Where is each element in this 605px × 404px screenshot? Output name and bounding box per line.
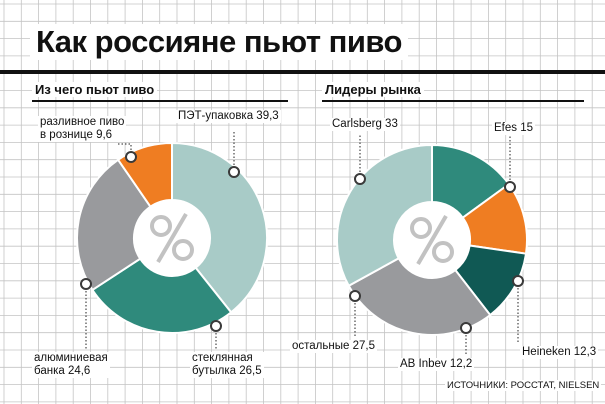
slice-label: Carlsberg 33 <box>330 118 400 131</box>
slice-label-line: банка 24,6 <box>34 365 91 377</box>
slice-пэт-упаковка <box>171 141 268 314</box>
slice-label-line: Heineken 12,3 <box>522 346 597 358</box>
slice-label-line: AB Inbev 12,2 <box>400 358 473 370</box>
slice-label: алюминиевая банка 24,6 <box>32 352 110 378</box>
slice-label-line: бутылка 26,5 <box>192 365 262 377</box>
slice-label-line: ПЭТ-упаковка 39,3 <box>178 110 279 122</box>
leader-dot <box>80 278 92 290</box>
leader-dot <box>460 322 472 334</box>
slice-label: остальные 27,5 <box>290 340 377 353</box>
slice-label-line: Efes 15 <box>494 122 533 134</box>
leader-dot <box>354 173 366 185</box>
slice-label: стеклянная бутылка 26,5 <box>190 352 264 378</box>
page-title: Как россияне пьют пиво <box>30 24 408 60</box>
slice-label-line: Carlsberg 33 <box>332 118 398 130</box>
slice-label-line: разливное пиво <box>40 116 125 128</box>
packaging-title-underline <box>32 100 288 102</box>
percent-icon <box>150 212 194 264</box>
leader-dot <box>125 151 137 163</box>
leader-dot <box>349 290 361 302</box>
source-note: ИСТОЧНИКИ: РОССТАТ, NIELSEN <box>445 380 602 391</box>
title-underline <box>0 70 605 74</box>
slice-label-line: остальные 27,5 <box>292 340 375 352</box>
donut-chart-2 <box>336 143 528 336</box>
chart-title-market-leaders: Лидеры рынка <box>322 82 424 97</box>
slice-label: ПЭТ-упаковка 39,3 <box>176 110 281 123</box>
slice-label-line: стеклянная <box>192 352 253 364</box>
donut-chart-1 <box>76 141 268 334</box>
slice-label: Heineken 12,3 <box>520 346 599 359</box>
percent-icon <box>410 214 454 266</box>
leader-dot <box>512 275 524 287</box>
leader-dot <box>210 320 222 332</box>
slice-label-line: алюминиевая <box>34 352 108 364</box>
market-title-underline <box>322 100 584 102</box>
chart-title-packaging: Из чего пьют пиво <box>32 82 158 97</box>
slice-label: AB Inbev 12,2 <box>398 358 475 371</box>
slice-label: Efes 15 <box>492 122 535 135</box>
slice-label-line: в рознице 9,6 <box>40 129 113 141</box>
leader-dot <box>504 181 516 193</box>
leader-dot <box>228 166 240 178</box>
slice-label: разливное пиво в рознице 9,6 <box>38 116 127 142</box>
